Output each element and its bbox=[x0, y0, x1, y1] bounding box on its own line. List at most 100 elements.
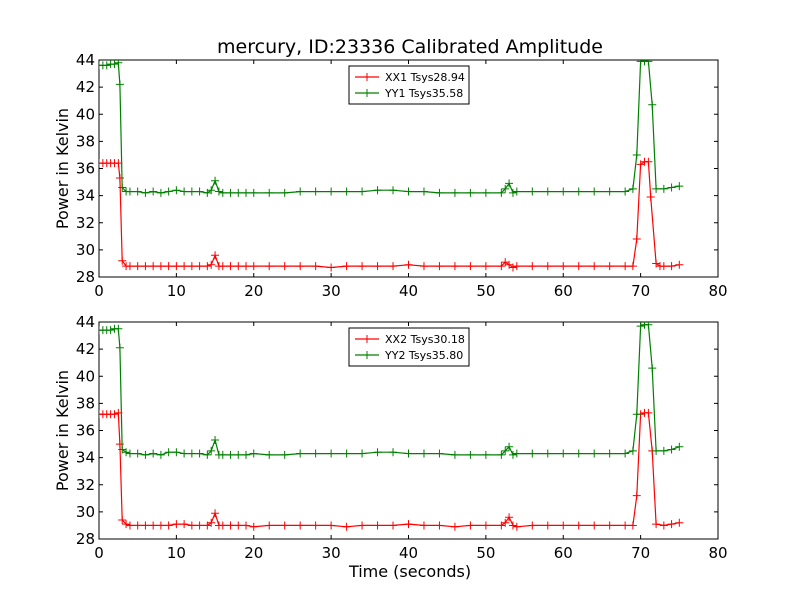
y-tick-label: 32 bbox=[76, 214, 95, 232]
data-point-marker bbox=[211, 176, 220, 185]
data-point-marker bbox=[203, 450, 212, 459]
data-point-marker bbox=[644, 322, 653, 329]
data-point-marker bbox=[311, 187, 320, 196]
data-point-marker bbox=[265, 262, 274, 271]
data-point-marker bbox=[450, 262, 459, 271]
data-point-marker bbox=[590, 449, 599, 458]
data-point-marker bbox=[628, 446, 637, 455]
data-point-marker bbox=[172, 262, 181, 271]
data-point-marker bbox=[265, 521, 274, 530]
data-point-marker bbox=[512, 449, 521, 458]
data-point-marker bbox=[187, 187, 196, 196]
data-point-marker bbox=[187, 521, 196, 530]
data-point-marker bbox=[466, 450, 475, 459]
chart-title: mercury, ID:23336 Calibrated Amplitude bbox=[217, 36, 603, 58]
data-point-marker bbox=[574, 187, 583, 196]
x-tick-label: 20 bbox=[244, 544, 263, 562]
data-point-marker bbox=[505, 442, 514, 451]
top-subplot: 0 10 20 30 40 50 60 70 80 28 30 32 34 36 38 40 42 44 Power… bbox=[53, 51, 728, 300]
data-point-marker bbox=[646, 192, 655, 201]
data-point-marker bbox=[632, 235, 641, 244]
data-point-marker bbox=[265, 450, 274, 459]
data-point-marker bbox=[187, 449, 196, 458]
data-point-marker bbox=[667, 445, 676, 454]
data-point-marker bbox=[528, 449, 537, 458]
data-point-marker bbox=[652, 446, 661, 455]
data-point-marker bbox=[659, 521, 668, 530]
data-point-marker bbox=[180, 262, 189, 271]
data-point-marker bbox=[373, 521, 382, 530]
data-point-marker bbox=[404, 520, 413, 529]
data-point-marker bbox=[211, 509, 220, 518]
data-point-marker bbox=[466, 262, 475, 271]
data-point-marker bbox=[667, 520, 676, 529]
legend-box bbox=[348, 327, 470, 367]
x-tick-label: 20 bbox=[244, 282, 263, 300]
data-point-marker bbox=[574, 262, 583, 271]
data-point-marker bbox=[659, 446, 668, 455]
data-point-marker bbox=[481, 188, 490, 197]
data-point-marker bbox=[156, 262, 165, 271]
data-point-marker bbox=[342, 522, 351, 531]
data-point-marker bbox=[207, 260, 216, 269]
data-point-marker bbox=[311, 262, 320, 271]
data-point-marker bbox=[141, 450, 150, 459]
data-point-marker bbox=[327, 187, 336, 196]
data-point-marker bbox=[389, 521, 398, 530]
x-tick-label: 50 bbox=[476, 544, 495, 562]
data-point-marker bbox=[133, 521, 142, 530]
data-point-marker bbox=[280, 262, 289, 271]
data-point-marker bbox=[648, 364, 657, 373]
data-point-marker bbox=[249, 522, 258, 531]
data-point-marker bbox=[404, 187, 413, 196]
data-point-marker bbox=[327, 521, 336, 530]
data-point-marker bbox=[296, 262, 305, 271]
data-point-marker bbox=[211, 251, 220, 260]
data-point-marker bbox=[110, 410, 119, 419]
data-point-marker bbox=[632, 150, 641, 159]
y-tick-label: 34 bbox=[76, 187, 95, 205]
data-point-marker bbox=[211, 435, 220, 444]
y-tick-label: 38 bbox=[76, 132, 95, 150]
y-tick-label: 30 bbox=[76, 503, 95, 521]
x-tick-label: 10 bbox=[167, 282, 186, 300]
data-point-marker bbox=[149, 262, 158, 271]
data-point-marker bbox=[195, 262, 204, 271]
x-tick-label: 10 bbox=[167, 544, 186, 562]
data-point-marker bbox=[501, 446, 510, 455]
data-point-marker bbox=[141, 188, 150, 197]
legend-entry-label: XX1 Tsys28.94 bbox=[385, 71, 465, 84]
data-point-marker bbox=[125, 521, 134, 530]
data-point-marker bbox=[605, 187, 614, 196]
data-point-marker bbox=[280, 521, 289, 530]
data-point-marker bbox=[667, 183, 676, 192]
legend: XX1 Tsys28.94 YY1 Tsys35.58 bbox=[348, 65, 470, 105]
data-point-marker bbox=[628, 262, 637, 271]
data-point-marker bbox=[508, 263, 517, 272]
data-point-marker bbox=[450, 450, 459, 459]
y-tick-label: 44 bbox=[76, 313, 95, 331]
legend-entry-label: YY2 Tsys35.80 bbox=[384, 349, 463, 362]
data-point-marker bbox=[621, 521, 630, 530]
data-point-marker bbox=[172, 186, 181, 195]
data-point-marker bbox=[543, 187, 552, 196]
data-point-marker bbox=[675, 260, 684, 269]
data-point-marker bbox=[644, 157, 653, 166]
data-point-marker bbox=[559, 187, 568, 196]
data-point-marker bbox=[389, 186, 398, 195]
data-point-marker bbox=[156, 188, 165, 197]
data-point-marker bbox=[296, 187, 305, 196]
data-point-marker bbox=[214, 187, 223, 196]
data-point-marker bbox=[218, 188, 227, 197]
data-point-marker bbox=[358, 521, 367, 530]
x-tick-label: 50 bbox=[476, 282, 495, 300]
data-point-marker bbox=[234, 188, 243, 197]
data-point-marker bbox=[652, 184, 661, 193]
legend-box bbox=[348, 65, 470, 105]
data-point-marker bbox=[675, 182, 684, 191]
y-tick-label: 30 bbox=[76, 241, 95, 259]
y-tick-label: 42 bbox=[76, 78, 95, 96]
data-point-marker bbox=[466, 188, 475, 197]
x-tick-label: 80 bbox=[708, 282, 727, 300]
